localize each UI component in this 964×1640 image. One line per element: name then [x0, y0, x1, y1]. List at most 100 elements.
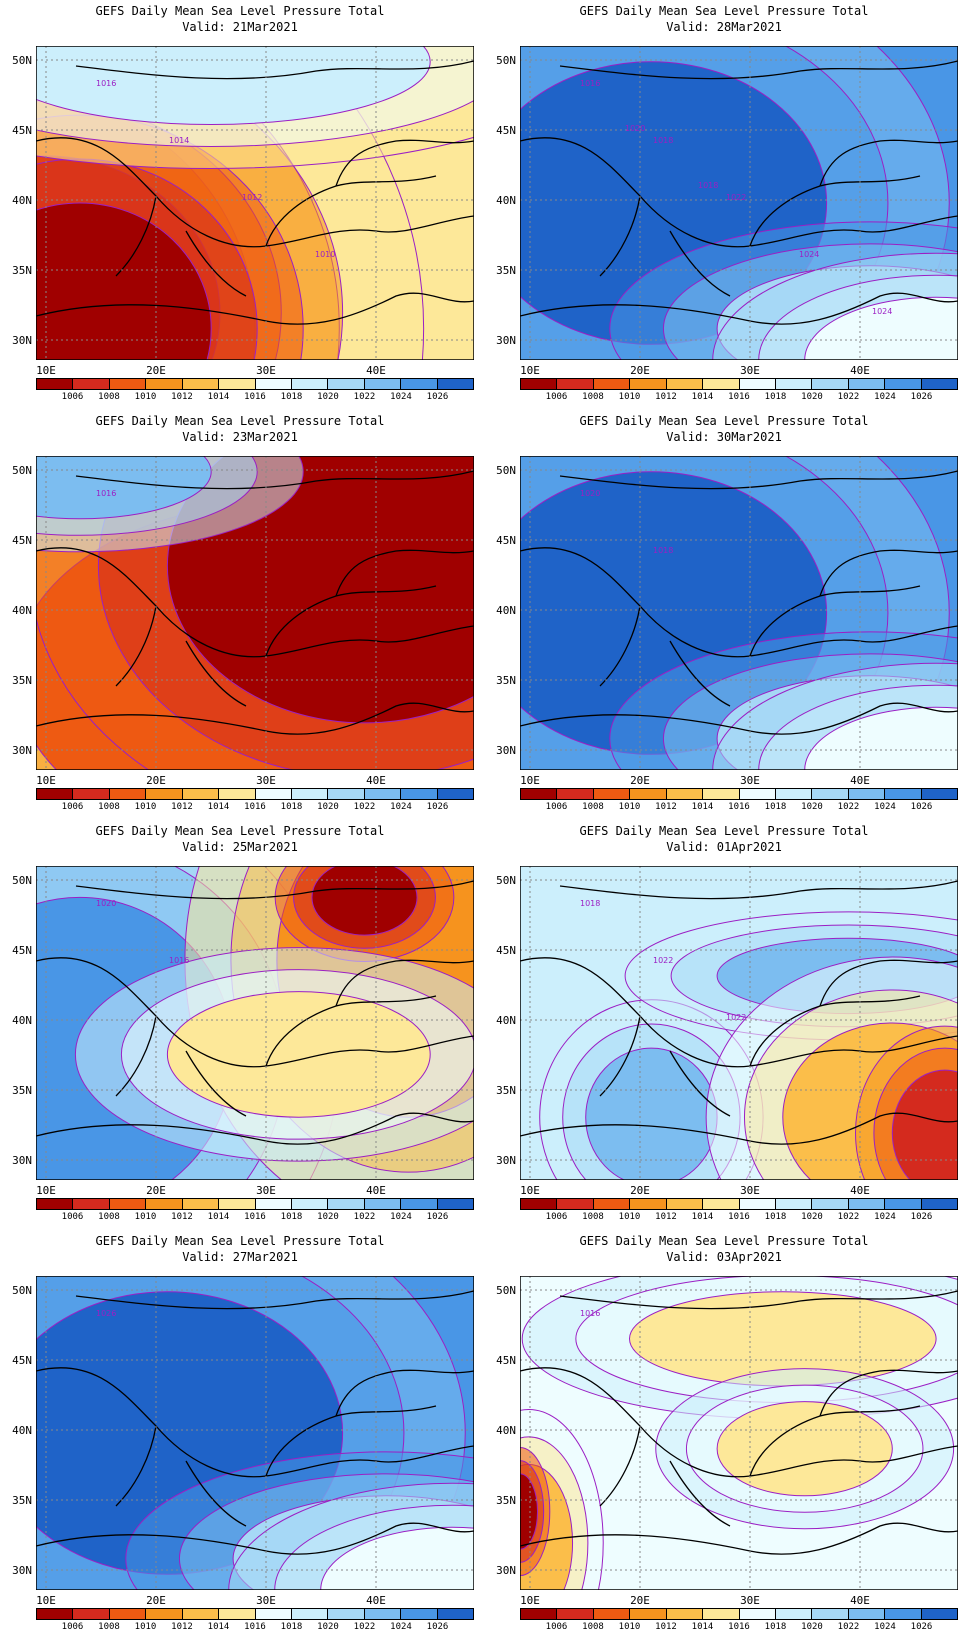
colorbar-swatch — [739, 379, 776, 389]
colorbar-tick: 1020 — [317, 1212, 339, 1222]
longitude-label: 40E — [850, 774, 870, 787]
colorbar-swatch — [219, 1609, 256, 1619]
colorbar-swatch — [812, 1199, 849, 1209]
isobar — [36, 46, 344, 360]
colorbar-tick: 1016 — [728, 1622, 750, 1632]
longitude-label: 30E — [256, 364, 276, 377]
colorbar-tick: 1018 — [764, 1212, 787, 1222]
isobar-label: 1022 — [653, 956, 673, 965]
colorbar-swatch — [557, 1199, 594, 1209]
colorbar-tick: 1008 — [582, 1212, 604, 1222]
isobar-label: 1016 — [169, 956, 189, 965]
latitude-label: 40N — [12, 604, 32, 617]
latitude-label: 30N — [12, 1564, 32, 1577]
isobar-label: 1026 — [96, 1309, 116, 1318]
latitude-label: 40N — [496, 194, 516, 207]
latitude-label: 35N — [496, 1084, 516, 1097]
isobar — [716, 1401, 893, 1497]
panel-valid-date: Valid: 30Mar2021 — [666, 430, 782, 444]
longitude-label: 10E — [36, 1184, 56, 1197]
isobar-label: 1016 — [96, 489, 116, 498]
longitude-label: 20E — [146, 774, 166, 787]
coastline — [36, 292, 474, 325]
latitude-label: 40N — [496, 604, 516, 617]
map-panel: GEFS Daily Mean Sea Level Pressure Total… — [484, 0, 964, 408]
colorbar-swatch — [437, 789, 474, 799]
longitude-label: 40E — [366, 774, 386, 787]
isobar-label: 1022 — [726, 1013, 746, 1022]
latitude-label: 50N — [12, 464, 32, 477]
isobar — [891, 1069, 958, 1180]
colorbar-tick: 1008 — [98, 1212, 120, 1222]
isobar — [36, 46, 431, 125]
latitude-label: 45N — [12, 944, 32, 957]
longitude-label: 30E — [740, 1184, 760, 1197]
isobar — [655, 1368, 955, 1530]
colorbar-swatch — [255, 789, 292, 799]
colorbar — [36, 378, 474, 390]
colorbar-swatch — [291, 789, 329, 799]
pressure-map: 1020 1018 — [520, 456, 958, 770]
colorbar-swatch — [703, 789, 740, 799]
latitude-label: 30N — [12, 1154, 32, 1167]
isobar — [758, 274, 958, 360]
isobar — [392, 1276, 466, 1590]
panel-title: GEFS Daily Mean Sea Level Pressure Total — [579, 414, 869, 428]
colorbar — [36, 1608, 474, 1620]
colorbar-swatch — [146, 1199, 183, 1209]
pressure-region — [311, 866, 418, 936]
colorbar-swatch — [703, 379, 740, 389]
pressure-map: 1018 1022 1022 — [520, 866, 958, 1180]
pressure-map: 1016 — [520, 1276, 958, 1590]
colorbar-swatch — [437, 1199, 474, 1209]
colorbar-tick: 1006 — [61, 802, 84, 812]
map-panel: GEFS Daily Mean Sea Level Pressure Total… — [484, 410, 964, 818]
coastline — [520, 1367, 958, 1478]
isobar — [520, 1436, 589, 1590]
longitude-label: 10E — [520, 364, 540, 377]
longitude-label: 10E — [36, 774, 56, 787]
coastline — [819, 549, 958, 597]
panel-valid-date: Valid: 27Mar2021 — [182, 1250, 298, 1264]
isobar — [311, 866, 418, 936]
colorbar-tick: 1024 — [390, 1622, 412, 1632]
longitude-label: 40E — [366, 1184, 386, 1197]
colorbar-tick: 1022 — [837, 392, 860, 402]
isobar — [293, 866, 436, 949]
coastline — [559, 880, 958, 900]
latitude-label: 45N — [496, 124, 516, 137]
longitude-label: 40E — [850, 1184, 870, 1197]
colorbar-tick: 1014 — [207, 802, 230, 812]
colorbar-swatch — [401, 1199, 438, 1209]
isobar — [36, 456, 258, 536]
colorbar-tick: 1022 — [837, 802, 860, 812]
longitude-label: 10E — [520, 1184, 540, 1197]
colorbar-tick: 1006 — [61, 1622, 84, 1632]
colorbar-tick: 1026 — [910, 802, 933, 812]
isobar-label: 1020 — [625, 124, 645, 133]
latitude-label: 50N — [12, 54, 32, 67]
pressure-region — [585, 1048, 718, 1180]
longitude-label: 10E — [36, 364, 56, 377]
colorbar-tick: 1024 — [874, 1212, 896, 1222]
colorbar-swatch — [291, 379, 329, 389]
isobar-label: 1018 — [580, 899, 600, 908]
colorbar-tick: 1022 — [353, 1622, 376, 1632]
pressure-map: 1016 — [36, 456, 474, 770]
colorbar-tick: 1010 — [618, 392, 641, 402]
colorbar-tick: 1026 — [426, 1212, 449, 1222]
isobar — [36, 202, 212, 360]
isobar — [97, 456, 474, 770]
colorbar-swatch — [921, 379, 958, 389]
colorbar-swatch — [885, 1199, 922, 1209]
colorbar-swatch — [291, 1199, 329, 1209]
colorbar — [36, 1198, 474, 1210]
coastline — [559, 1290, 958, 1310]
isobar-label: 1020 — [580, 489, 600, 498]
isobar — [876, 46, 950, 360]
colorbar-tick: 1010 — [134, 1212, 157, 1222]
panel-title: GEFS Daily Mean Sea Level Pressure Total — [95, 414, 385, 428]
colorbar-swatch — [848, 1199, 886, 1209]
pressure-map: 1020 1016 — [36, 866, 474, 1180]
isobar-label: 1016 — [580, 79, 600, 88]
